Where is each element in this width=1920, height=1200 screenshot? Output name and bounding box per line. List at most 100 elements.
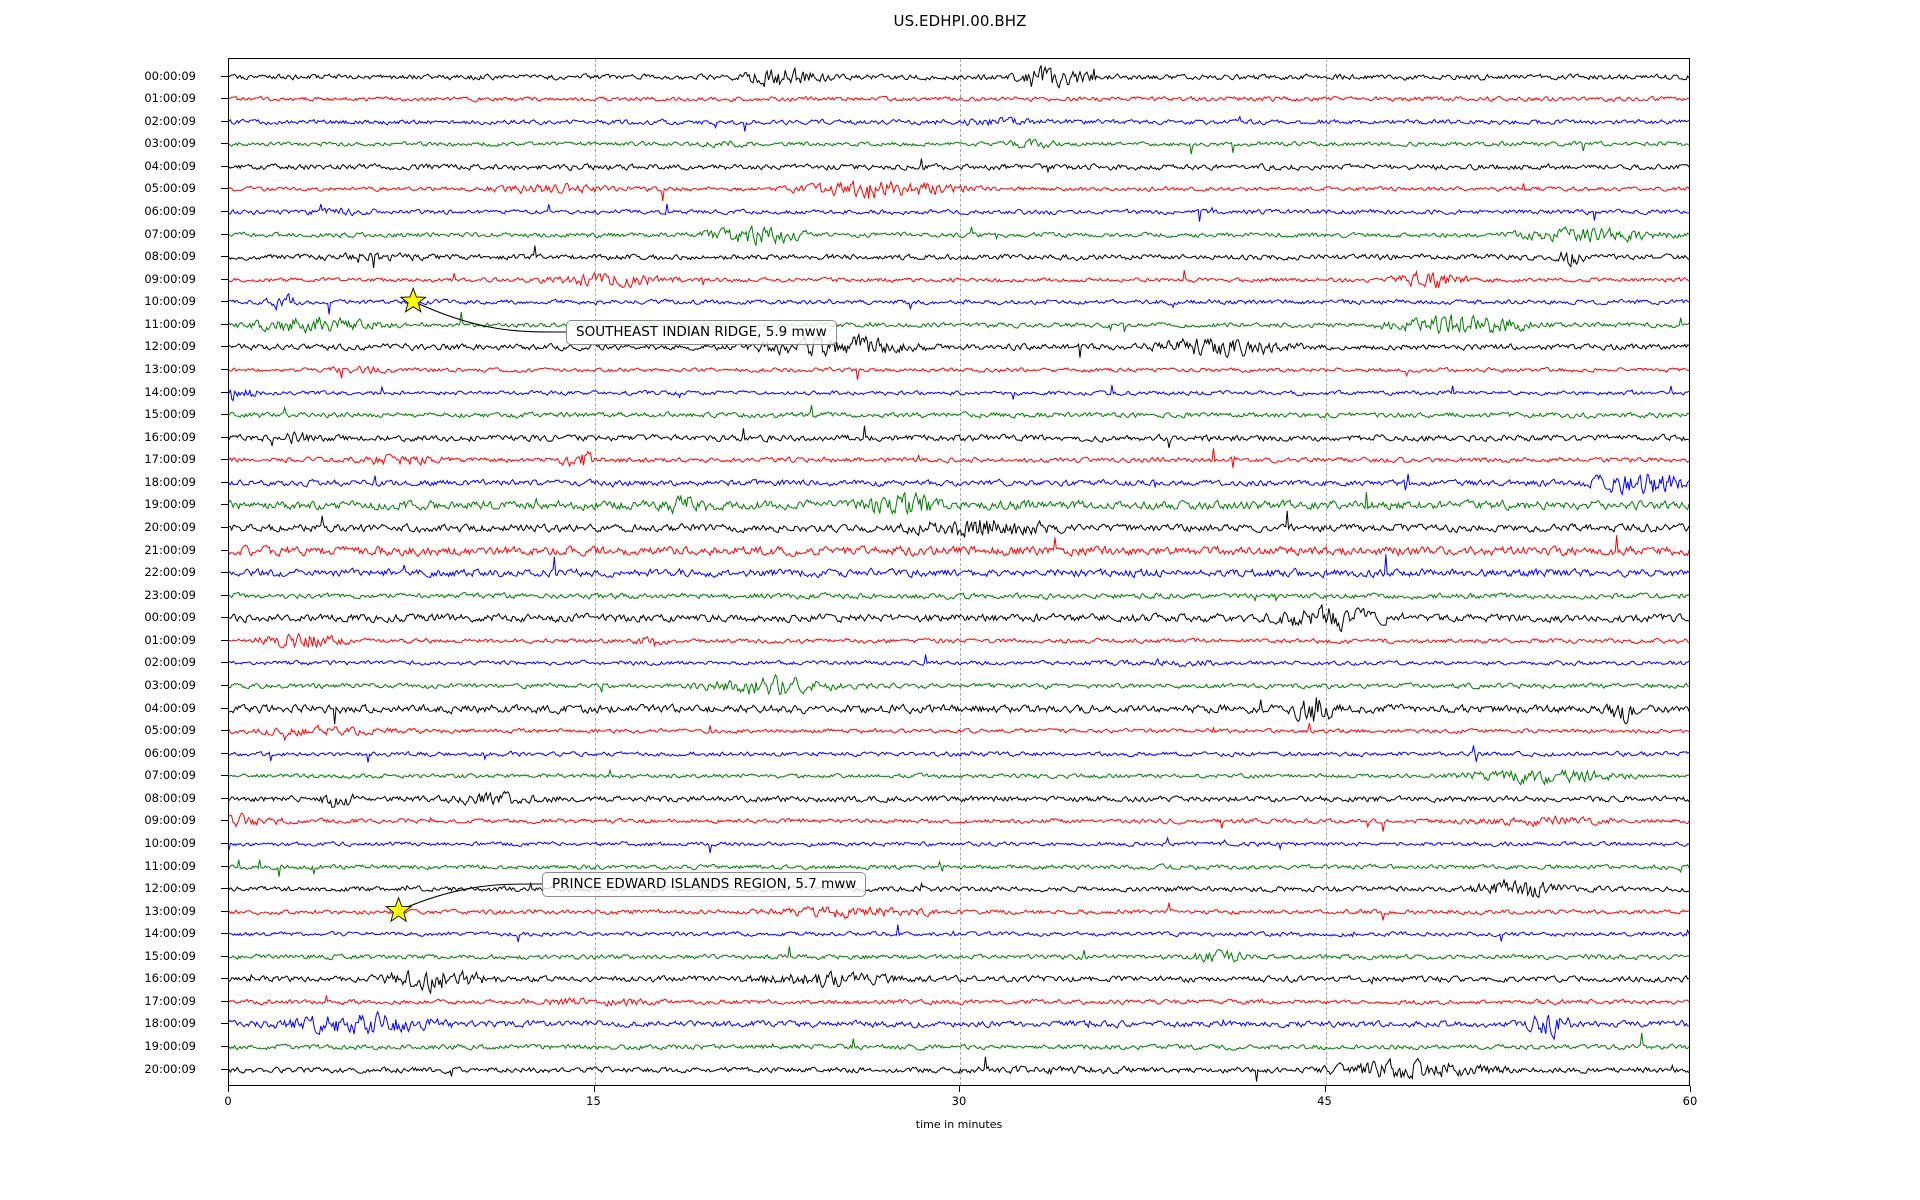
seismic-trace bbox=[229, 663, 1689, 709]
y-tick-mark bbox=[221, 391, 228, 393]
y-tick-mark bbox=[221, 211, 228, 212]
y-tick-label: 05:00:09 bbox=[144, 181, 196, 196]
y-tick-label: 19:00:09 bbox=[144, 497, 196, 512]
y-tick-mark bbox=[221, 639, 228, 641]
seismic-trace bbox=[229, 99, 1689, 145]
y-tick-label: 20:00:09 bbox=[144, 519, 196, 534]
y-tick-mark bbox=[221, 368, 228, 370]
y-tick-mark bbox=[221, 1000, 228, 1002]
seismic-trace bbox=[229, 708, 1689, 754]
seismic-trace bbox=[229, 753, 1689, 799]
y-tick-label: 18:00:09 bbox=[144, 474, 196, 489]
seismic-trace bbox=[229, 121, 1689, 167]
y-tick-label: 08:00:09 bbox=[144, 249, 196, 264]
y-tick-mark bbox=[221, 256, 228, 258]
y-tick-mark bbox=[221, 910, 228, 912]
event-label-box[interactable]: PRINCE EDWARD ISLANDS REGION, 5.7 mww bbox=[542, 872, 867, 897]
y-tick-label: 12:00:09 bbox=[144, 339, 196, 354]
x-tick-mark bbox=[1690, 1086, 1691, 1092]
y-tick-label: 05:00:09 bbox=[144, 723, 196, 738]
x-tick-label: 30 bbox=[951, 1094, 967, 1108]
y-tick-label: 14:00:09 bbox=[144, 926, 196, 941]
x-tick-mark bbox=[228, 1086, 229, 1092]
gridline-30min bbox=[960, 59, 961, 1085]
seismic-trace bbox=[229, 505, 1689, 551]
seismic-trace bbox=[229, 144, 1689, 190]
seismic-trace bbox=[229, 889, 1689, 935]
y-tick-label: 16:00:09 bbox=[144, 971, 196, 986]
plot-inner bbox=[229, 59, 1689, 1085]
seismic-trace bbox=[229, 347, 1689, 393]
x-tick-mark bbox=[1324, 1086, 1326, 1092]
y-tick-label: 22:00:09 bbox=[144, 565, 196, 580]
y-tick-mark bbox=[221, 549, 228, 551]
y-tick-mark bbox=[221, 98, 228, 100]
y-tick-label: 09:00:09 bbox=[144, 271, 196, 286]
y-tick-mark bbox=[221, 436, 228, 438]
y-tick-label: 11:00:09 bbox=[144, 316, 196, 331]
y-tick-label: 21:00:09 bbox=[144, 542, 196, 557]
seismic-trace bbox=[229, 460, 1689, 506]
y-tick-label: 00:00:09 bbox=[144, 610, 196, 625]
seismic-trace bbox=[229, 776, 1689, 822]
y-tick-label: 13:00:09 bbox=[144, 361, 196, 376]
y-tick-mark bbox=[221, 955, 228, 957]
x-tick-label: 15 bbox=[586, 1094, 601, 1108]
plot-area[interactable] bbox=[228, 58, 1690, 1086]
seismic-trace bbox=[229, 979, 1689, 1025]
y-tick-mark bbox=[221, 459, 228, 461]
x-tick-mark bbox=[959, 1086, 960, 1092]
y-tick-label: 17:00:09 bbox=[144, 452, 196, 467]
seismic-trace bbox=[229, 1001, 1689, 1047]
y-tick-mark bbox=[221, 978, 228, 980]
y-tick-label: 10:00:09 bbox=[144, 294, 196, 309]
y-tick-label: 16:00:09 bbox=[144, 429, 196, 444]
seismic-trace bbox=[229, 798, 1689, 844]
y-tick-mark bbox=[221, 504, 228, 506]
y-tick-label: 01:00:09 bbox=[144, 632, 196, 647]
event-label-box[interactable]: SOUTHEAST INDIAN RIDGE, 5.9 mww bbox=[566, 320, 837, 345]
seismic-trace bbox=[229, 821, 1689, 867]
y-tick-mark bbox=[221, 617, 228, 619]
seismic-trace bbox=[229, 1047, 1689, 1086]
seismic-trace bbox=[229, 731, 1689, 777]
y-tick-mark bbox=[221, 888, 228, 890]
y-tick-label: 15:00:09 bbox=[144, 407, 196, 422]
seismic-trace bbox=[229, 934, 1689, 980]
y-tick-mark bbox=[221, 820, 228, 822]
y-tick-label: 07:00:09 bbox=[144, 768, 196, 783]
y-tick-label: 06:00:09 bbox=[144, 204, 196, 218]
y-tick-mark bbox=[221, 797, 228, 799]
seismic-trace bbox=[229, 1024, 1689, 1070]
y-tick-label: 10:00:09 bbox=[144, 835, 196, 850]
y-tick-label: 23:00:09 bbox=[144, 587, 196, 602]
y-tick-label: 03:00:09 bbox=[144, 136, 196, 151]
y-tick-mark bbox=[221, 865, 228, 867]
y-tick-label: 12:00:09 bbox=[144, 881, 196, 896]
y-tick-mark bbox=[221, 301, 228, 303]
y-tick-label: 11:00:09 bbox=[144, 858, 196, 873]
seismic-trace bbox=[229, 370, 1689, 416]
seismic-trace bbox=[229, 844, 1689, 890]
y-tick-mark bbox=[221, 323, 228, 325]
seismic-trace bbox=[229, 686, 1689, 732]
seismic-trace bbox=[229, 76, 1689, 122]
y-tick-mark bbox=[221, 775, 228, 777]
y-tick-label: 20:00:09 bbox=[144, 1061, 196, 1076]
y-tick-mark bbox=[221, 233, 228, 235]
y-tick-mark bbox=[221, 278, 228, 280]
y-tick-label: 04:00:09 bbox=[144, 158, 196, 173]
y-tick-mark bbox=[221, 684, 228, 686]
seismic-trace bbox=[229, 392, 1689, 438]
y-tick-mark bbox=[221, 1068, 228, 1070]
x-tick-label: 45 bbox=[1317, 1094, 1332, 1108]
seismic-trace bbox=[229, 189, 1689, 235]
seismic-trace bbox=[229, 212, 1689, 258]
y-tick-mark bbox=[221, 933, 228, 935]
y-tick-label: 00:00:09 bbox=[144, 68, 196, 83]
y-tick-label: 02:00:09 bbox=[144, 655, 196, 670]
y-tick-mark bbox=[221, 752, 228, 754]
seismic-trace bbox=[229, 595, 1689, 641]
seismic-trace bbox=[229, 234, 1689, 280]
